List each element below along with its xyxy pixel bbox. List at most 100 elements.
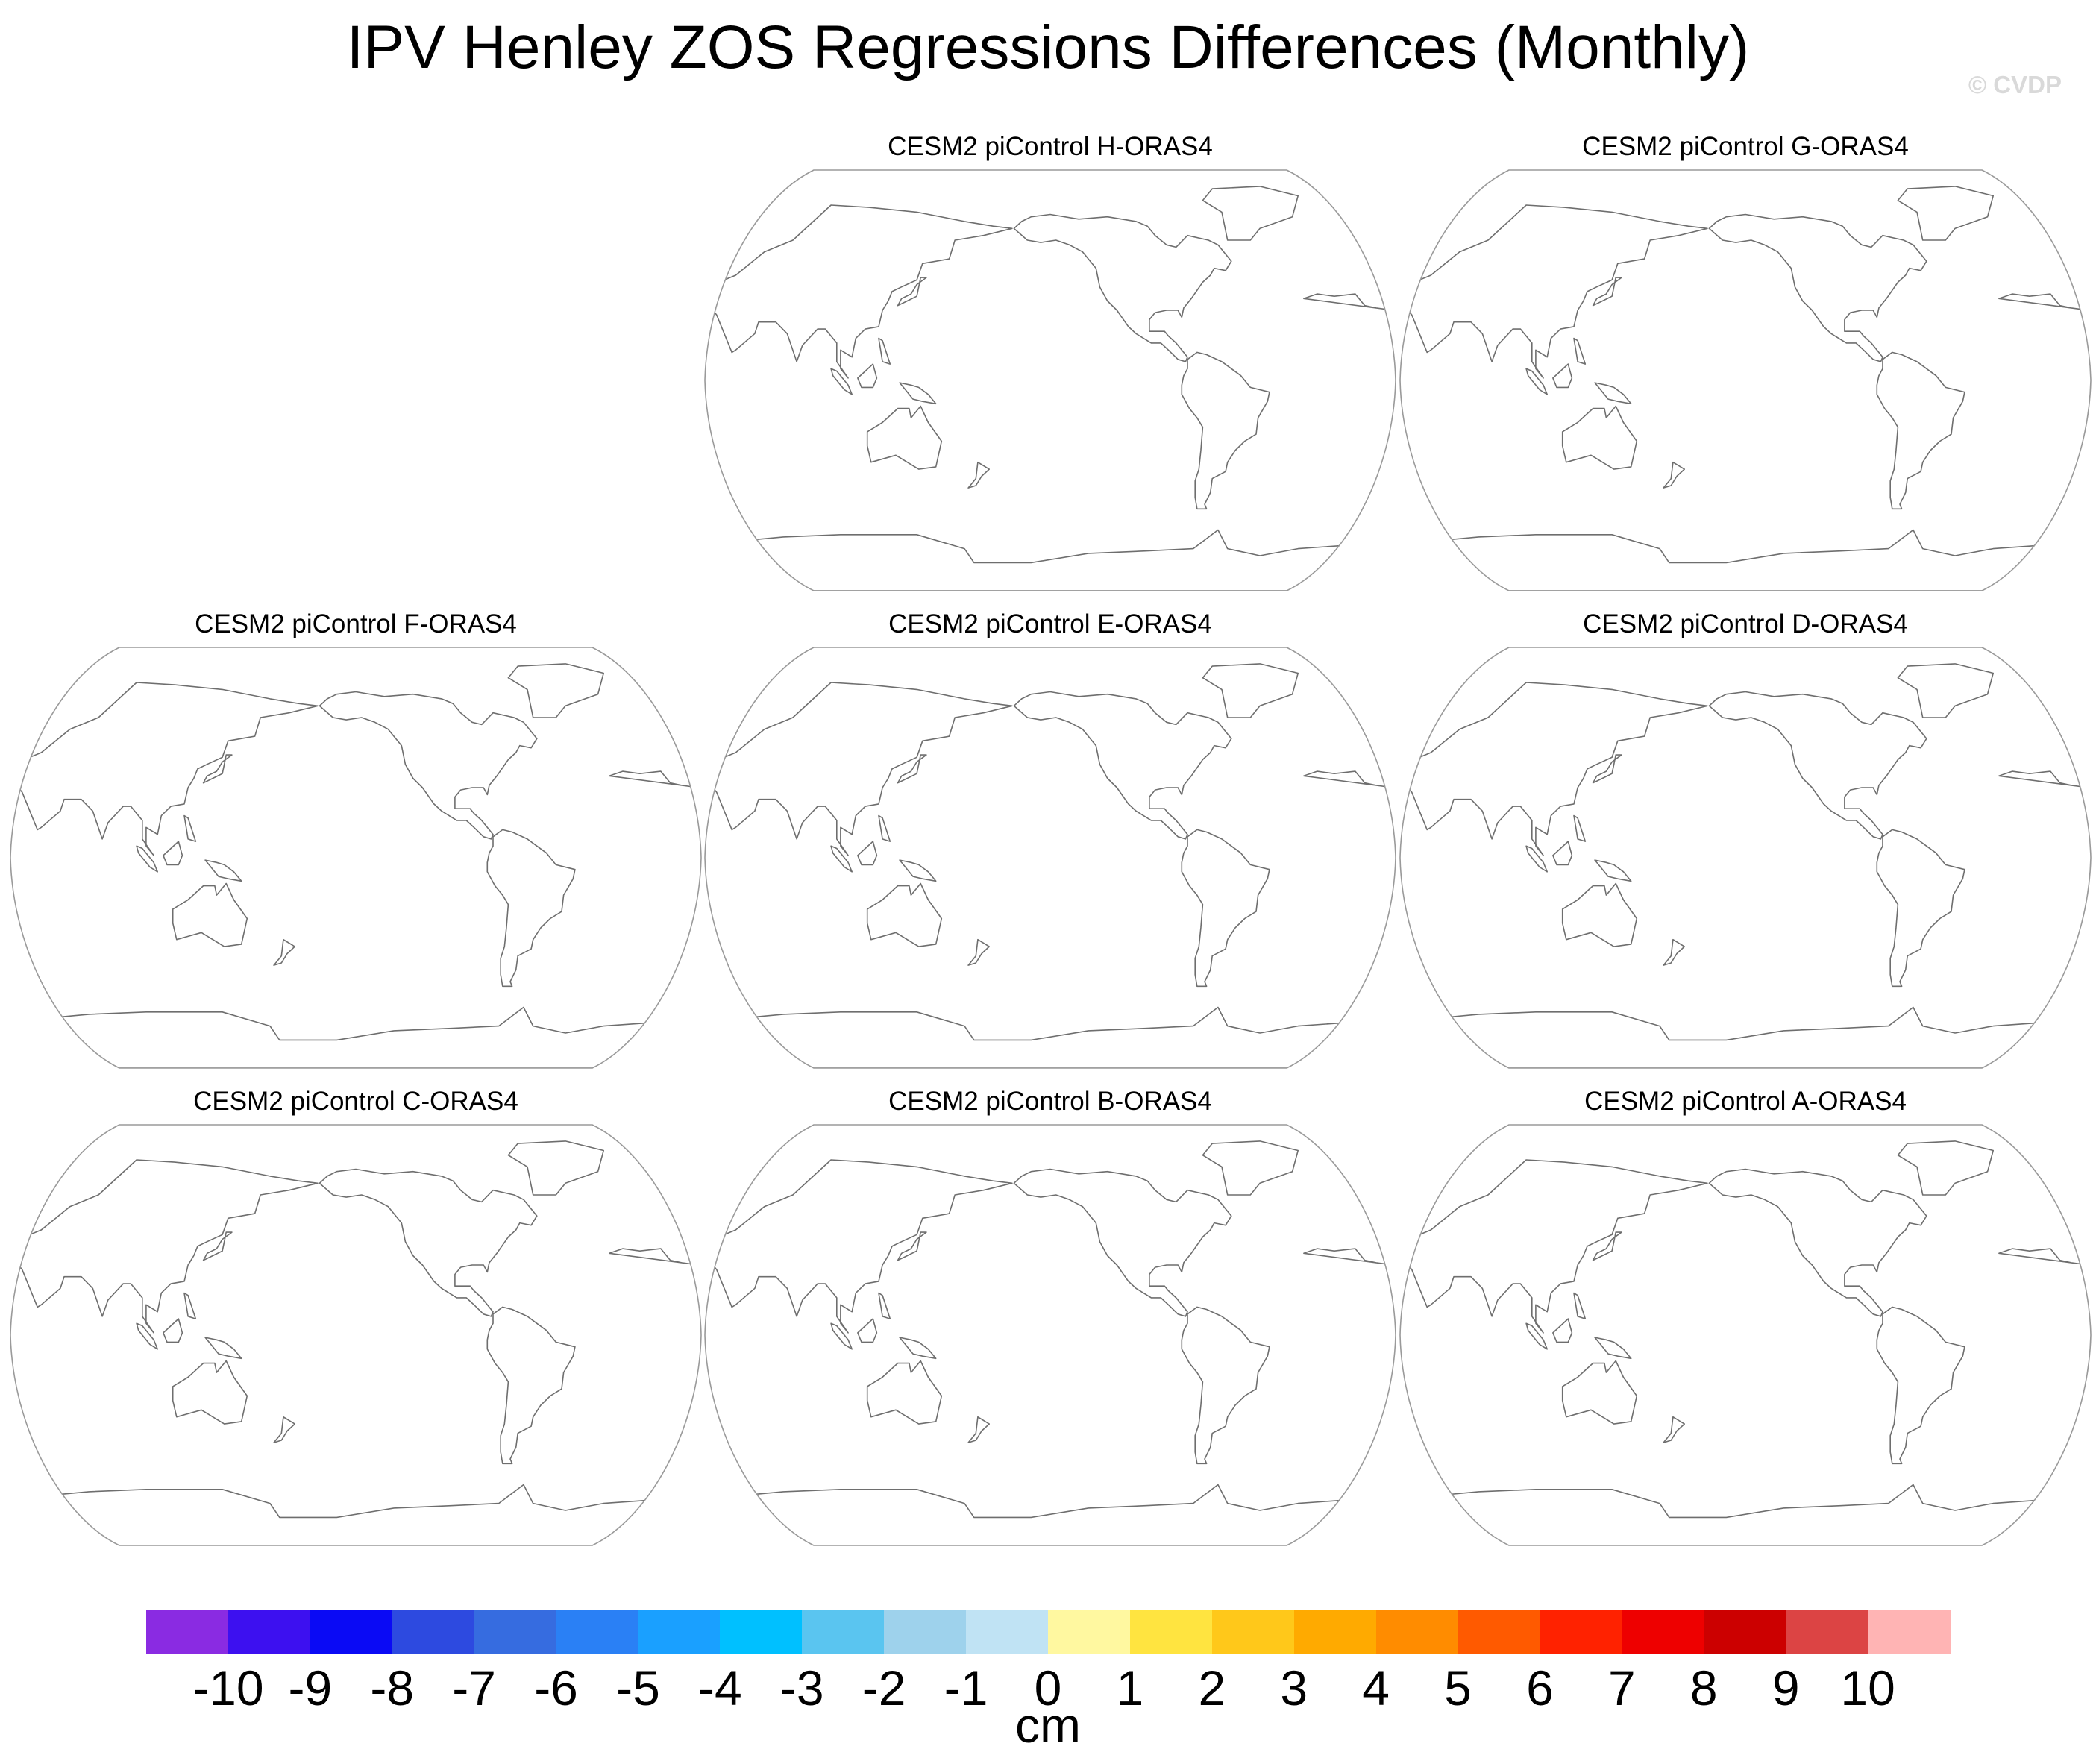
colorbar-swatch (1622, 1610, 1704, 1654)
coastline-northamerica (1013, 1168, 1232, 1317)
coastline-antarctica (706, 529, 1394, 591)
panel-title: CESM2 piControl E-ORAS4 (888, 609, 1212, 638)
coastline-sumatra (830, 1322, 853, 1350)
colorbar: -10 -9 -8 -7 -6 -5 -4 -3 -2 -1 0 1 2 3 4 5 6 7 8 9 10 cm (0, 1610, 2096, 1764)
map-panel-c: CESM2 piControl C-ORAS4 (9, 1086, 703, 1547)
coastline-nz (967, 1416, 990, 1443)
coastline-philippines (878, 1292, 891, 1319)
coastline-newguinea (204, 1337, 242, 1360)
coastline-asia (706, 682, 1013, 856)
colorbar-swatch (1868, 1610, 1951, 1654)
panel-title: CESM2 piControl D-ORAS4 (1583, 609, 1908, 638)
coastline-australia (866, 405, 943, 470)
colorbar-tick-label: -10 (192, 1660, 264, 1716)
coastline-southamerica (1876, 829, 1965, 988)
coastline-southamerica (1181, 829, 1270, 988)
world-map (704, 647, 1396, 1069)
map-frame (1399, 647, 2092, 1069)
world-map (1399, 169, 2092, 591)
coastline-philippines (1573, 814, 1587, 842)
coastline-newguinea (899, 859, 937, 882)
coastline-africa (609, 1248, 700, 1266)
coastline-borneo (857, 1318, 878, 1343)
coastline-philippines (1573, 337, 1587, 365)
coastline-australia (866, 882, 943, 947)
colorbar-swatch (884, 1610, 967, 1654)
coastline-philippines (878, 814, 891, 842)
coastline-nz (1663, 938, 1685, 966)
colorbar-tick-label: -5 (616, 1660, 660, 1716)
colorbar-swatch (1375, 1610, 1459, 1654)
coastline-japan (202, 1231, 233, 1261)
panel-title: CESM2 piControl F-ORAS4 (195, 609, 517, 638)
coastline-philippines (183, 1292, 197, 1319)
coastline-australia (172, 882, 248, 947)
colorbar-tick-label: -8 (370, 1660, 415, 1716)
coastline-southamerica (1181, 1306, 1270, 1465)
colorbar-swatch (802, 1610, 885, 1654)
coastline-japan (202, 754, 233, 784)
cvdp-watermark: © CVDP (1968, 71, 2062, 98)
colorbar-swatch (1540, 1610, 1622, 1654)
coastline-antarctica (1402, 529, 2089, 591)
colorbar-tick-label: -9 (288, 1660, 333, 1716)
coastline-greenland (1897, 186, 1994, 241)
colorbar-swatch (1129, 1610, 1213, 1654)
colorbar-tick-label: 5 (1444, 1660, 1472, 1716)
colorbar-swatch (1211, 1610, 1295, 1654)
coastline-antarctica (706, 1006, 1394, 1068)
map-frame (10, 647, 702, 1069)
coastline-greenland (1202, 663, 1299, 718)
coastline-japan (1592, 754, 1622, 784)
coastline-australia (172, 1360, 248, 1425)
map-frame (1399, 169, 2092, 591)
colorbar-swatch (720, 1610, 803, 1654)
coastline-nz (273, 1416, 295, 1443)
colorbar-swatch (1704, 1610, 1786, 1654)
coastline-southamerica (486, 829, 576, 988)
coastline-newguinea (1594, 859, 1632, 882)
coastline-asia (1402, 682, 1708, 856)
coastline-japan (897, 754, 927, 784)
coastline-newguinea (899, 1337, 937, 1360)
coastline-nz (967, 461, 990, 489)
coastline-newguinea (204, 859, 242, 882)
world-map (1399, 647, 2092, 1069)
coastline-africa (1303, 770, 1394, 788)
colorbar-swatch (1458, 1610, 1541, 1654)
coastline-africa (1998, 770, 2089, 788)
map-frame (704, 647, 1396, 1069)
coastline-borneo (163, 841, 183, 866)
map-panel-f: CESM2 piControl F-ORAS4 (9, 609, 703, 1070)
coastline-antarctica (12, 1006, 700, 1068)
coastline-newguinea (1594, 382, 1632, 405)
coastline-nz (1663, 461, 1685, 489)
coastline-greenland (1897, 1140, 1994, 1196)
coastline-asia (706, 1159, 1013, 1334)
coastline-borneo (163, 1318, 183, 1343)
coastline-africa (1998, 1248, 2089, 1266)
coastline-northamerica (319, 1168, 538, 1317)
colorbar-tick-label: 1 (1116, 1660, 1144, 1716)
colorbar-tick-label: 6 (1526, 1660, 1554, 1716)
map-frame (704, 1124, 1396, 1546)
panel-title: CESM2 piControl B-ORAS4 (888, 1087, 1212, 1116)
colorbar-swatch (474, 1610, 557, 1654)
coastline-sumatra (1525, 845, 1548, 873)
coastline-japan (1592, 277, 1622, 307)
coastline-asia (12, 682, 319, 856)
coastline-northamerica (1708, 691, 1927, 840)
world-map (10, 647, 702, 1069)
coastline-japan (897, 277, 927, 307)
coastline-japan (897, 1231, 927, 1261)
map-frame (10, 1124, 702, 1546)
coastline-sumatra (136, 845, 158, 873)
coastline-southamerica (1181, 351, 1270, 510)
coastline-philippines (183, 814, 197, 842)
world-map (1399, 1124, 2092, 1546)
colorbar-tick-label: 9 (1772, 1660, 1800, 1716)
colorbar-tick-label: 10 (1840, 1660, 1895, 1716)
coastline-asia (12, 1159, 319, 1334)
world-map (704, 169, 1396, 591)
coastline-nz (967, 938, 990, 966)
